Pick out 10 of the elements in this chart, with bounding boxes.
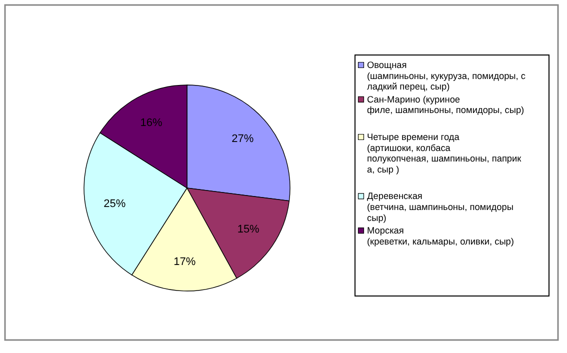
data-label: 16% bbox=[140, 117, 162, 130]
legend-label: Сан-Марино (куриное филе, шампиньоны, помидоры, сыр) bbox=[367, 94, 524, 116]
data-label: 25% bbox=[104, 198, 126, 210]
legend-label: Овощная (шампиньоны, кукуруза, помидоры, с ладкий перец, сыр) bbox=[367, 60, 526, 92]
data-label: 27% bbox=[232, 132, 254, 145]
legend-label: Четыре времени года (артишоки, колбаса полукопченая, шампиньоны, паприк а, сыр ) bbox=[367, 132, 522, 174]
data-label: 15% bbox=[237, 224, 260, 236]
legend-label: Деревенская (ветчина, шампиньоны, помидоры сыр) bbox=[367, 191, 514, 223]
legend-label: Морская (креветки, кальмары, оливки, сыр) bbox=[367, 226, 514, 246]
data-label: 17% bbox=[174, 256, 196, 268]
